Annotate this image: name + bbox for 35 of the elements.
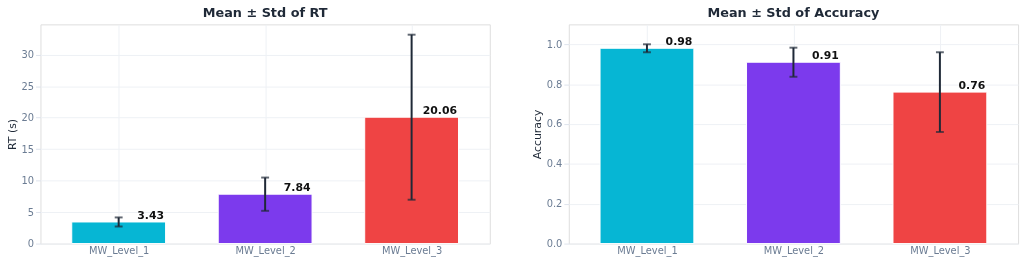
y-tick-label: 0.4: [546, 158, 563, 170]
chart-title: Mean ± Std of Accuracy: [707, 5, 881, 21]
chart-title: Mean ± Std of RT: [202, 5, 328, 21]
bar: [599, 47, 695, 245]
data-label: 0.98: [665, 35, 693, 49]
y-axis-title: Accuracy: [530, 109, 544, 160]
y-tick-label: 25: [21, 80, 35, 92]
x-tick-label: MW_Level_3: [910, 244, 971, 257]
y-tick-label: 0.8: [546, 78, 563, 90]
y-tick-label: 0.2: [546, 198, 563, 210]
x-tick-label: MW_Level_2: [235, 244, 296, 257]
data-label: 7.84: [283, 181, 311, 195]
y-tick-label: 0.6: [546, 118, 563, 130]
bar: [217, 193, 313, 245]
data-label: 0.76: [958, 79, 986, 93]
y-tick-label: 20: [21, 112, 35, 124]
y-axis-title: RT (s): [5, 118, 19, 150]
y-tick-label: 0.0: [546, 238, 563, 250]
data-label: 20.06: [422, 104, 458, 118]
data-label: 0.91: [812, 49, 839, 63]
y-tick-label: 30: [21, 49, 35, 61]
y-tick-label: 5: [27, 206, 35, 218]
bar: [746, 61, 841, 245]
y-tick-label: 10: [21, 175, 35, 187]
data-label: 3.43: [137, 209, 165, 223]
y-tick-label: 15: [21, 143, 35, 155]
y-tick-label: 1.0: [546, 38, 563, 50]
bar: [71, 221, 167, 245]
y-tick-label: 0: [27, 238, 35, 250]
x-tick-label: MW_Level_2: [763, 244, 825, 257]
x-tick-label: MW_Level_1: [617, 244, 678, 257]
x-tick-label: MW_Level_1: [88, 244, 150, 257]
bar: [892, 91, 988, 245]
bar: [364, 116, 460, 245]
x-tick-label: MW_Level_3: [381, 244, 443, 257]
